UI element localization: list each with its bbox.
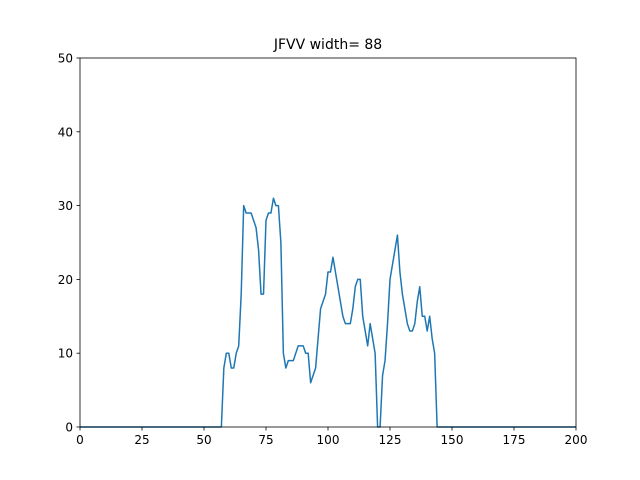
y-tick-label: 10	[58, 347, 73, 361]
x-tick-label: 150	[441, 433, 464, 447]
x-tick-label: 75	[258, 433, 273, 447]
x-tick-label: 200	[565, 433, 588, 447]
y-tick-label: 30	[58, 199, 73, 213]
plot-area: 0 25 50 75 100 125 150 175 200 0 10 20 30 40 50	[58, 52, 588, 448]
y-tick-label: 0	[65, 421, 73, 435]
x-tick-label: 0	[76, 433, 84, 447]
x-tick-label: 25	[134, 433, 149, 447]
chart-title: JFVV width= 88	[273, 37, 382, 53]
y-tick-label: 50	[58, 52, 73, 66]
x-tick-label: 100	[317, 433, 340, 447]
x-tick-label: 50	[196, 433, 211, 447]
y-tick-label: 40	[58, 125, 73, 139]
x-tick-label: 125	[379, 433, 402, 447]
x-tick-label: 175	[503, 433, 526, 447]
series-line-0	[80, 197, 576, 428]
y-tick-label: 20	[58, 273, 73, 287]
